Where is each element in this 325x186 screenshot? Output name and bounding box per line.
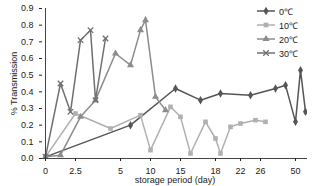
html-text:0℃: 0℃ bbox=[279, 6, 293, 17]
svg-text:0.8: 0.8 bbox=[21, 20, 34, 30]
svg-text:10: 10 bbox=[145, 165, 156, 176]
svg-text:% Transmission: % Transmission bbox=[9, 52, 19, 116]
html-text:10℃: 10℃ bbox=[279, 20, 298, 31]
svg-text:0.5: 0.5 bbox=[21, 70, 34, 80]
svg-text:0.1: 0.1 bbox=[21, 137, 34, 147]
html-text:20℃: 20℃ bbox=[279, 34, 298, 45]
svg-text:0.9: 0.9 bbox=[21, 3, 34, 13]
svg-text:5: 5 bbox=[118, 166, 123, 176]
svg-text:50: 50 bbox=[290, 166, 300, 176]
svg-text:18: 18 bbox=[210, 165, 221, 176]
svg-text:0.4: 0.4 bbox=[21, 87, 34, 97]
svg-text:0: 0 bbox=[43, 166, 48, 176]
svg-text:0.2: 0.2 bbox=[21, 120, 34, 130]
svg-text:26: 26 bbox=[255, 166, 265, 176]
svg-text:0.0: 0.0 bbox=[21, 153, 34, 163]
svg-text:0.3: 0.3 bbox=[21, 103, 34, 113]
html-text:30℃: 30℃ bbox=[279, 48, 298, 59]
svg-text:0.6: 0.6 bbox=[21, 53, 34, 63]
svg-text:storage period (day): storage period (day) bbox=[135, 175, 216, 185]
svg-text:0.7: 0.7 bbox=[21, 37, 34, 47]
svg-text:2.5: 2.5 bbox=[69, 166, 82, 176]
svg-text:22: 22 bbox=[235, 166, 245, 176]
svg-text:15: 15 bbox=[175, 165, 186, 176]
